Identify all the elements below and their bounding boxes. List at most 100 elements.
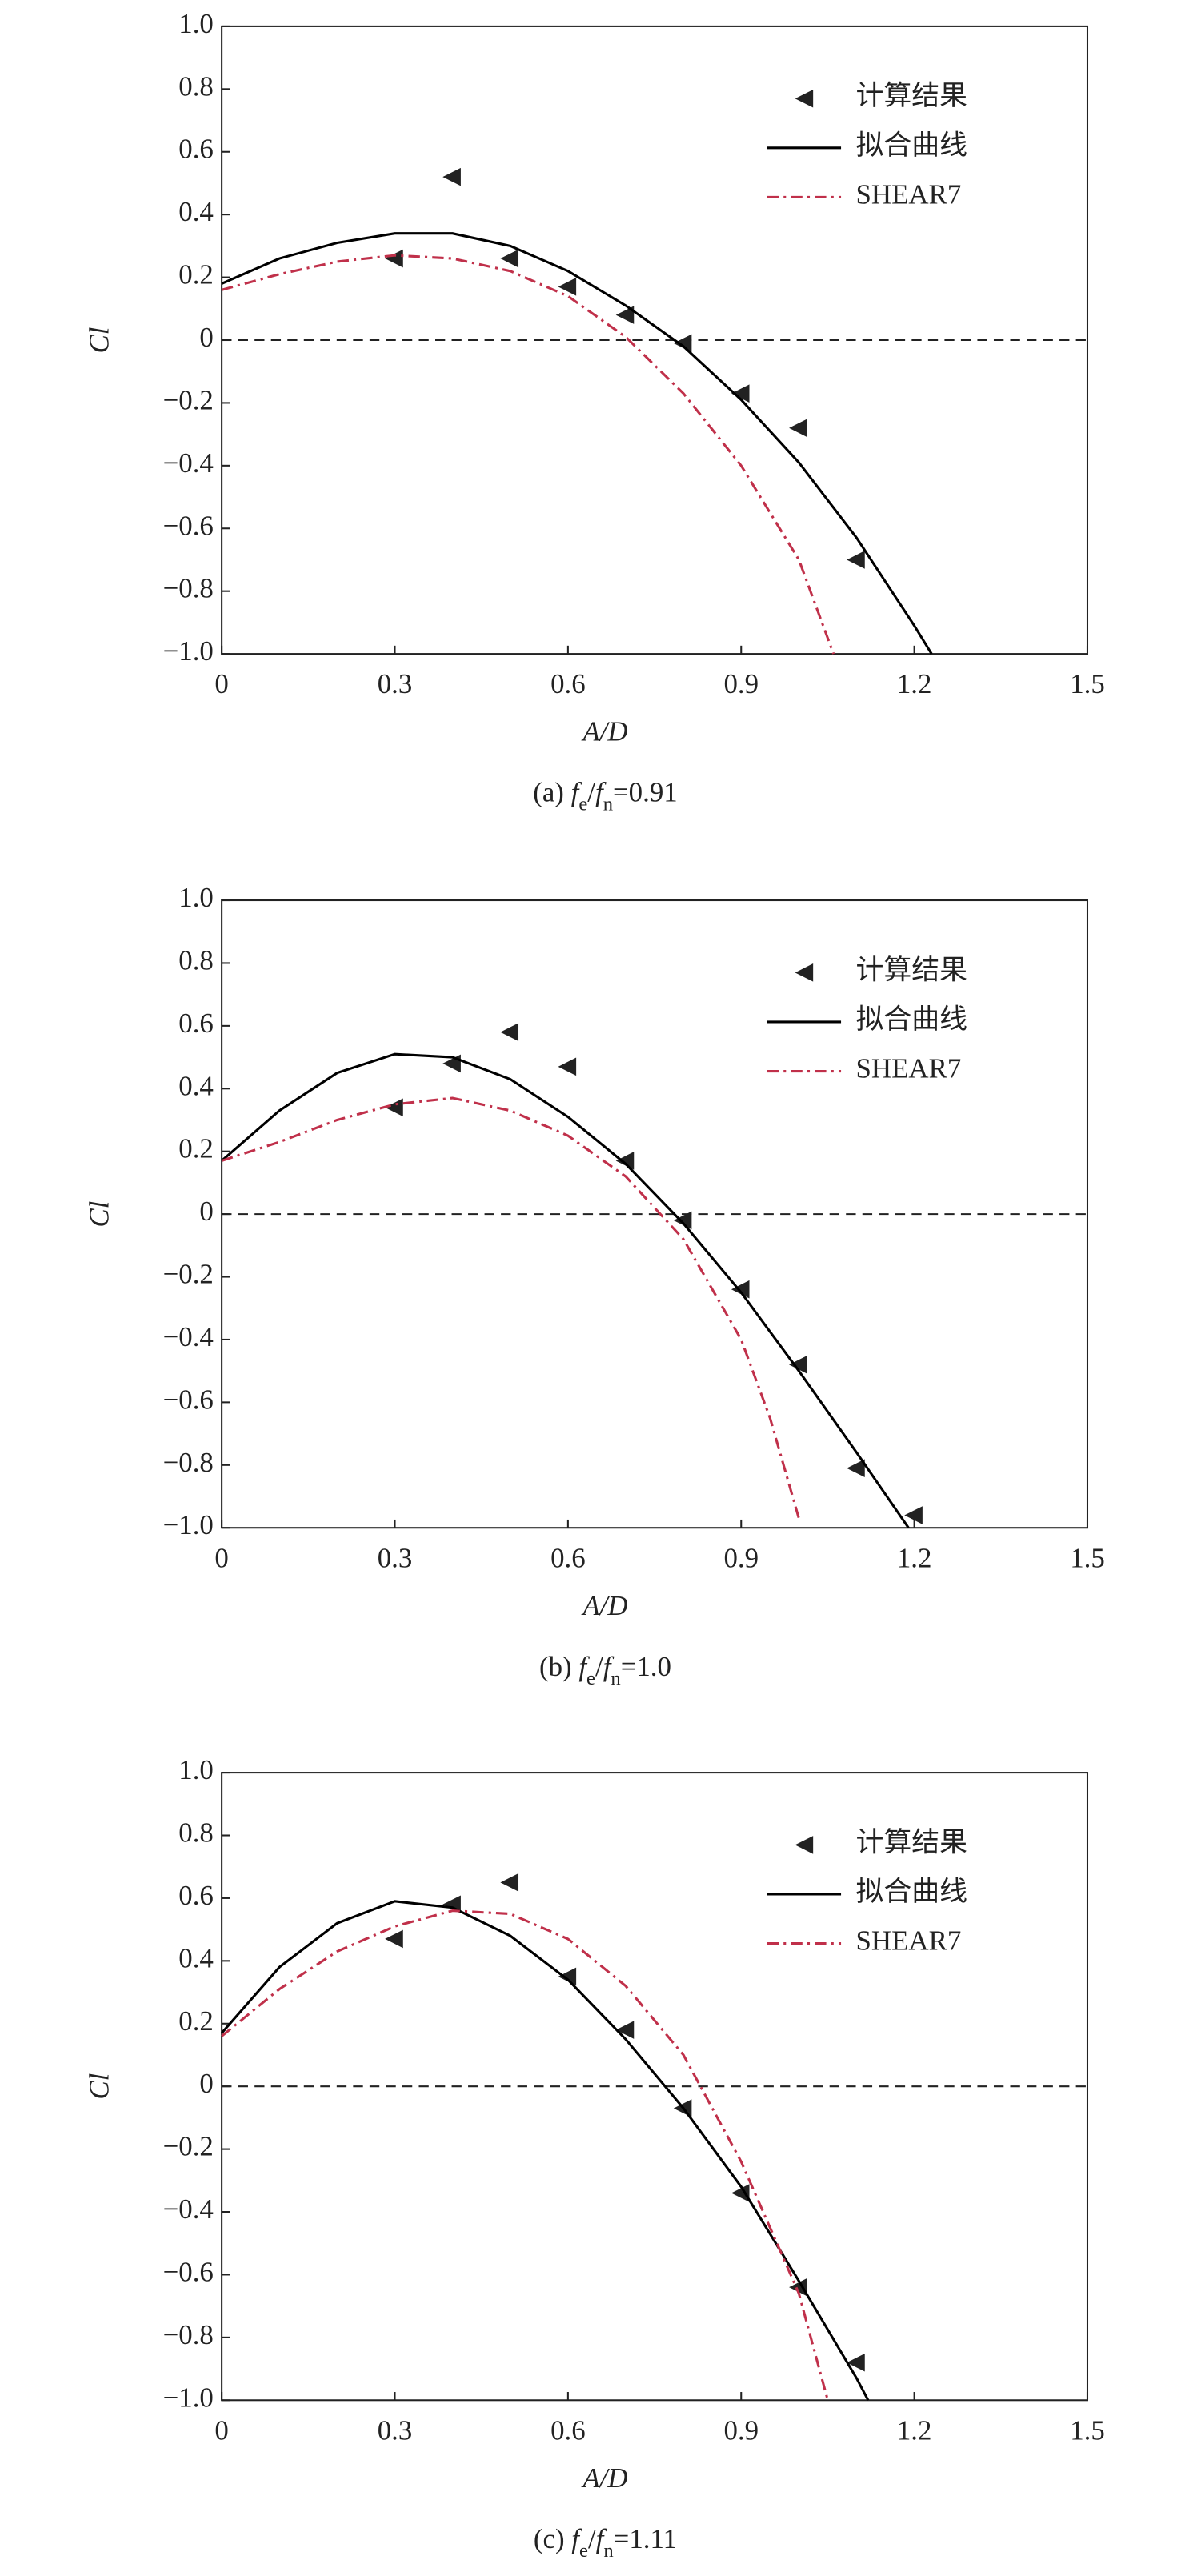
y-tick-label: −0.4 <box>163 2193 214 2225</box>
y-tick-label: 0.2 <box>178 259 214 290</box>
series-line <box>220 1900 870 2401</box>
caption-part: (a) <box>533 777 570 808</box>
caption: (a) fe/fn=0.91 <box>533 777 678 815</box>
x-tick-label: 0.9 <box>723 1542 759 1573</box>
caption-part: e <box>579 2540 588 2562</box>
x-tick-label: 1.5 <box>1070 2414 1105 2446</box>
y-tick-label: 0.6 <box>178 1880 214 1911</box>
legend-label: 计算结果 <box>856 1826 968 1857</box>
y-tick-label: −0.2 <box>163 2131 214 2162</box>
data-point <box>558 1057 577 1076</box>
y-tick-label: 0.8 <box>178 944 214 976</box>
series-line <box>221 254 835 655</box>
x-tick-label: 0.6 <box>550 668 586 699</box>
x-tick-label: 0.3 <box>378 1542 413 1573</box>
y-tick-label: 1.0 <box>178 882 214 913</box>
caption-part: e <box>586 1668 595 1689</box>
x-tick-label: 0.9 <box>723 2414 759 2446</box>
x-tick-label: 0 <box>214 2414 228 2446</box>
caption-part: (c) <box>534 2523 571 2554</box>
caption-part: n <box>611 1668 620 1689</box>
data-point <box>847 551 865 569</box>
y-tick-label: 0.2 <box>178 2005 214 2037</box>
y-tick-label: −0.2 <box>163 1259 214 1290</box>
data-point <box>385 1098 403 1117</box>
caption-part: =0.91 <box>613 777 678 808</box>
y-tick-label: 1.0 <box>178 1754 214 1785</box>
caption: (c) fe/fn=1.11 <box>534 2523 677 2562</box>
data-point <box>615 1152 635 1170</box>
y-tick-label: 0.2 <box>178 1133 214 1164</box>
y-tick-label: 0 <box>199 1196 213 1227</box>
x-tick-label: 0 <box>214 1542 228 1573</box>
y-tick-label: −1.0 <box>163 1509 214 1540</box>
x-tick-label: 0.6 <box>550 2414 586 2446</box>
x-tick-label: 1.2 <box>897 668 932 699</box>
data-point <box>847 2353 865 2372</box>
legend-label: 拟合曲线 <box>856 130 968 161</box>
x-axis-label: A/D <box>581 2462 627 2494</box>
caption-part: / <box>588 2523 596 2554</box>
caption-part: / <box>587 777 595 808</box>
x-tick-label: 0.3 <box>378 2414 413 2446</box>
caption-part: =1.11 <box>614 2523 677 2554</box>
y-tick-label: −0.2 <box>163 384 214 415</box>
x-tick-label: 1.5 <box>1070 668 1105 699</box>
legend-marker <box>795 89 814 108</box>
x-tick-label: 0.3 <box>378 668 413 699</box>
legend-label: 计算结果 <box>856 80 968 111</box>
y-tick-label: −0.8 <box>163 1447 214 1478</box>
y-axis-label: Cl <box>83 2073 114 2100</box>
y-tick-label: −0.6 <box>163 1384 214 1415</box>
x-tick-label: 0.6 <box>550 1542 586 1573</box>
y-tick-label: 0.4 <box>178 196 214 227</box>
y-tick-label: 0.6 <box>178 134 214 165</box>
x-tick-label: 0 <box>214 668 228 699</box>
data-point <box>673 334 692 353</box>
y-tick-label: −0.6 <box>163 2256 214 2287</box>
data-point <box>442 167 461 186</box>
legend-label: SHEAR7 <box>856 178 962 210</box>
data-point <box>904 1506 923 1524</box>
data-point <box>558 278 577 296</box>
y-axis-label: Cl <box>83 327 114 354</box>
y-tick-label: −0.8 <box>163 2319 214 2350</box>
x-tick-label: 0.9 <box>723 668 759 699</box>
legend-label: SHEAR7 <box>856 1925 962 1957</box>
series-line <box>221 1052 910 1529</box>
y-tick-label: 1.0 <box>178 8 214 39</box>
data-point <box>385 1929 403 1949</box>
data-point <box>789 419 807 438</box>
legend-label: 拟合曲线 <box>856 1876 968 1907</box>
legend-label: 拟合曲线 <box>856 1004 968 1035</box>
data-point <box>500 249 519 268</box>
data-point <box>731 2184 750 2202</box>
data-point <box>558 1967 577 1986</box>
series-line <box>221 232 933 655</box>
x-tick-label: 1.2 <box>897 2414 932 2446</box>
data-point <box>731 384 750 403</box>
data-point <box>385 249 403 268</box>
legend-marker <box>795 963 814 982</box>
data-point <box>615 2021 635 2039</box>
caption: (b) fe/fn=1.0 <box>539 1651 671 1689</box>
y-tick-label: −0.4 <box>163 447 214 479</box>
caption-part: n <box>603 2540 613 2562</box>
y-tick-label: 0.4 <box>178 1070 214 1101</box>
legend-label: SHEAR7 <box>856 1053 962 1084</box>
data-point <box>673 1211 692 1230</box>
series-line <box>221 1096 800 1519</box>
legend-label: 计算结果 <box>856 954 968 985</box>
y-axis-label: Cl <box>83 1201 114 1228</box>
y-tick-label: −0.8 <box>163 573 214 604</box>
x-axis-label: A/D <box>581 716 627 747</box>
x-axis-label: A/D <box>581 1590 627 1621</box>
caption-part: e <box>578 794 587 815</box>
data-point <box>731 1280 750 1299</box>
y-tick-label: 0.8 <box>178 1817 214 1849</box>
y-tick-label: 0 <box>199 322 213 353</box>
data-point <box>500 1023 519 1041</box>
caption-part: =1.0 <box>621 1651 671 1682</box>
